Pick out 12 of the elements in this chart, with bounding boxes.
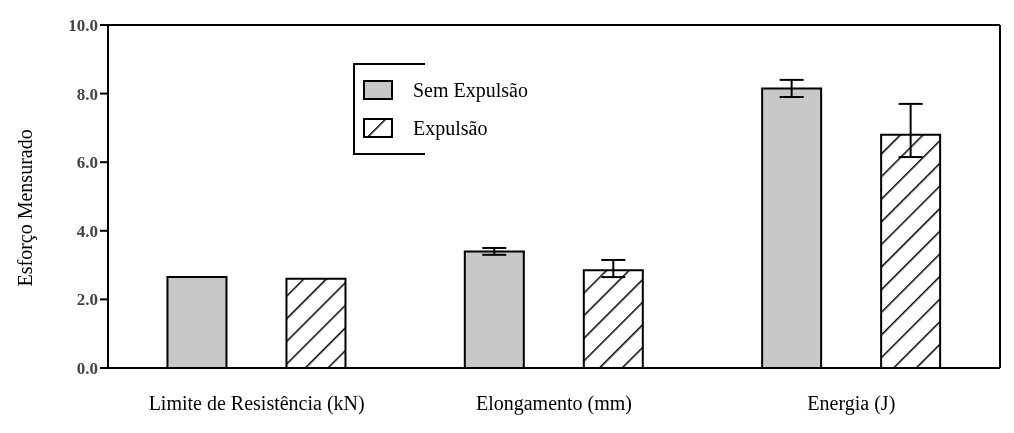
y-tick-label: 0.0	[76, 359, 98, 379]
legend-label: Sem Expulsão	[413, 78, 528, 102]
y-tick-label: 6.0	[76, 153, 98, 173]
y-tick-label: 4.0	[76, 221, 98, 241]
y-tick-label: 2.0	[76, 290, 98, 310]
x-tick-label: Energia (J)	[807, 392, 896, 416]
x-tick-label: Elongamento (mm)	[475, 392, 633, 416]
y-axis-title: Esforço Mensurado	[14, 129, 38, 287]
x-tick-label: Limite de Resistência (kN)	[148, 392, 365, 416]
y-tick-label: 10.0	[68, 16, 98, 36]
legend-label: Expulsão	[413, 116, 488, 140]
y-tick-label: 8.0	[76, 84, 98, 104]
